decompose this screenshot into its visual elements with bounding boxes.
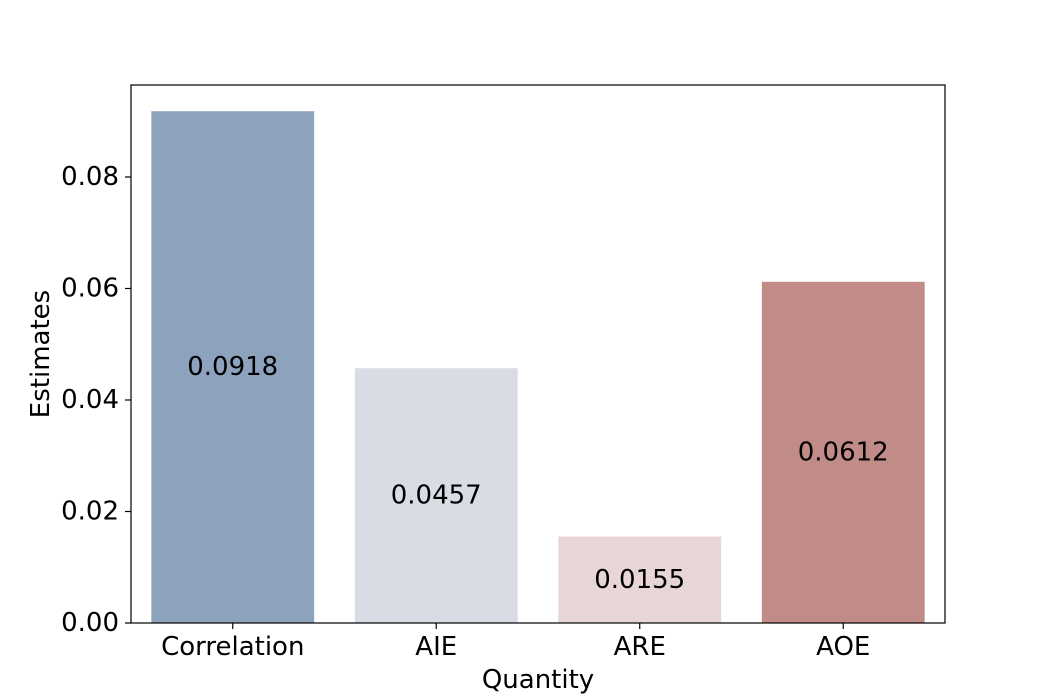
bar-aie [354, 368, 518, 623]
bar-value-label: 0.0918 [187, 352, 278, 382]
bar-value-label: 0.0457 [391, 481, 482, 511]
y-tick-label: 0.04 [61, 385, 119, 415]
x-tick-label: ARE [614, 632, 666, 662]
bar-value-labels: 0.0918 0.0457 0.0155 0.0612 [187, 352, 888, 595]
y-tick-label: 0.02 [61, 496, 119, 526]
x-axis: Correlation AIE ARE AOE [161, 623, 870, 662]
y-tick-label: 0.06 [61, 273, 119, 303]
x-tick-label: AOE [816, 632, 870, 662]
y-axis-label: Estimates [26, 290, 56, 418]
x-tick-label: Correlation [161, 632, 304, 662]
bar-value-label: 0.0612 [798, 437, 889, 467]
y-tick-label: 0.00 [61, 608, 119, 638]
bar-correlation [151, 111, 315, 623]
y-tick-label: 0.08 [61, 162, 119, 192]
y-axis: 0.00 0.02 0.04 0.06 0.08 [61, 162, 131, 638]
bars-layer [151, 111, 925, 623]
bar-aoe [761, 281, 925, 623]
plot-frame [130, 84, 946, 624]
x-tick-label: AIE [415, 632, 457, 662]
x-axis-label: Quantity [482, 665, 594, 695]
bar-value-label: 0.0155 [594, 565, 685, 595]
bar-are [558, 536, 722, 623]
